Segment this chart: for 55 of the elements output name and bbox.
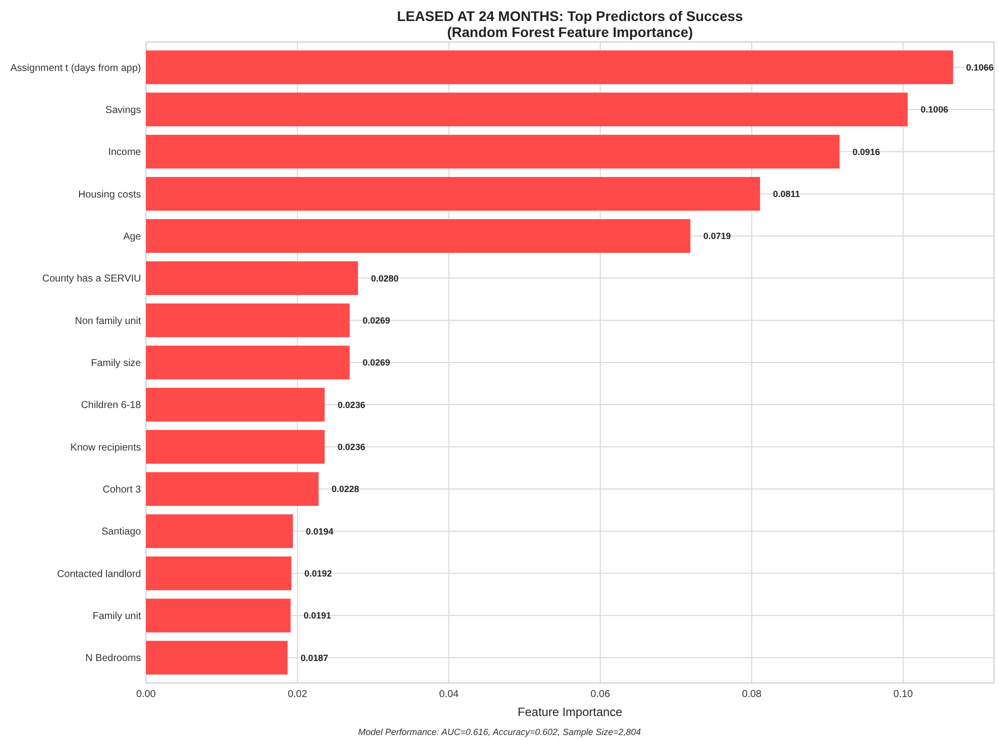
bar [146,640,288,675]
bar [146,219,690,253]
data-label: 0.0228 [332,484,360,494]
bar [146,134,840,169]
y-tick-label: County has a SERVIU [42,274,141,285]
y-tick-label: Income [108,147,142,158]
y-tick-label: Cohort 3 [102,484,142,496]
y-tick-label: N Bedrooms [85,653,141,664]
bar [146,176,760,211]
data-label: 0.0236 [338,400,366,410]
y-tick-label: Age [123,231,142,242]
x-tick-label: 0.04 [439,689,460,700]
bar [146,514,293,548]
bar [146,303,350,338]
data-label: 0.0236 [338,442,366,452]
y-tick-label: Know recipients [70,442,141,454]
text: Model Performance: AUC=0.616, Accuracy=0.602, Sample Size=2,804 [358,727,641,738]
y-tick-label: Assignment t (days from app) [10,62,141,74]
bar [146,388,325,422]
bar [146,261,358,296]
data-label: 0.1066 [966,62,994,72]
bar [146,430,325,464]
bar [146,472,319,506]
chart-title: LEASED AT 24 MONTHS: Top Predictors of Success [397,8,744,24]
bar [146,92,908,126]
data-label: 0.0280 [371,273,399,284]
data-label: 0.0191 [304,610,332,621]
data-label: 0.1006 [920,104,948,115]
data-label: 0.0811 [773,188,800,199]
x-axis-title: Feature Importance [518,705,623,719]
data-label: 0.0187 [300,652,328,663]
data-label: 0.0194 [306,526,334,536]
bar [146,556,292,590]
data-label: 0.0719 [703,231,731,242]
y-tick-label: Family size [90,358,142,369]
data-label: 0.0192 [304,568,332,579]
x-tick-label: 0.02 [288,689,308,700]
y-tick-label: Housing costs [78,189,141,200]
bar [146,598,291,632]
y-tick-label: Family unit [92,611,142,622]
bar [146,50,954,84]
y-tick-label: Non family unit [74,316,142,327]
data-label: 0.0269 [362,358,390,368]
y-tick-label: Children 6-18 [80,400,142,412]
chart-subtitle: (Random Forest Feature Importance) [447,24,693,40]
bar [146,346,350,380]
data-label: 0.0269 [362,315,390,326]
y-tick-label: Contacted landlord [57,568,141,580]
x-tick-label: 0.10 [893,689,914,700]
y-tick-label: Santiago [102,526,142,538]
x-tick-label: 0.06 [590,689,610,700]
data-label: 0.0916 [852,146,880,157]
x-tick-label: 0.08 [742,689,762,700]
y-tick-label: Savings [105,104,141,116]
x-tick-label: 0.00 [136,689,156,700]
